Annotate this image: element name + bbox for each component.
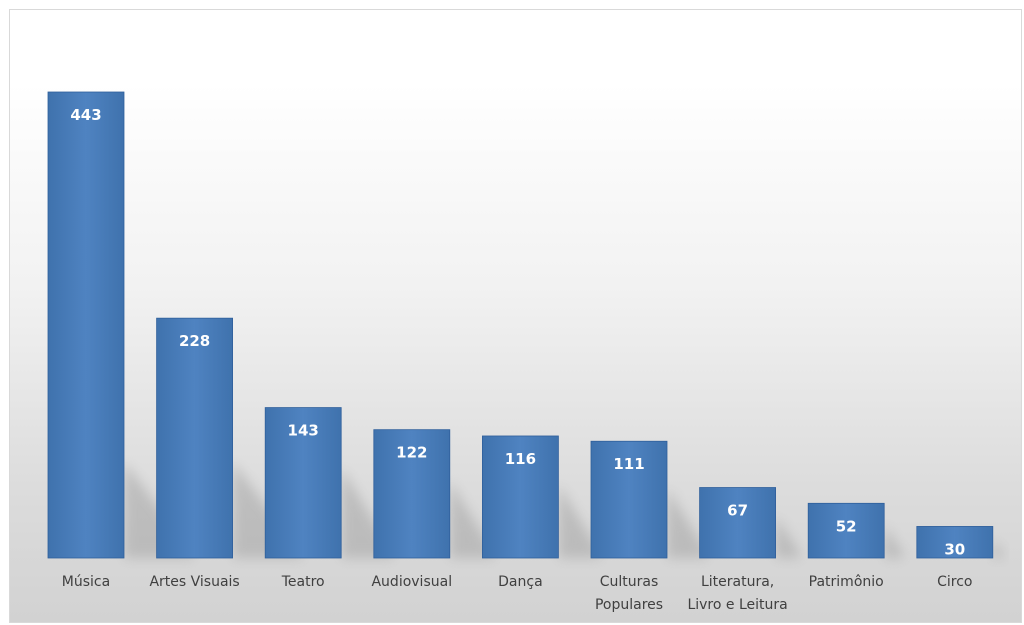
bar <box>47 91 125 559</box>
data-label: 143 <box>288 422 319 440</box>
data-label: 122 <box>396 444 427 462</box>
data-label: 67 <box>727 502 748 520</box>
category-label: Artes Visuais <box>149 574 239 590</box>
bar <box>916 526 994 559</box>
category-label: Livro e Leitura <box>687 597 787 613</box>
bar <box>156 317 234 559</box>
category-label: Literatura, <box>701 574 774 590</box>
bar-shadow <box>775 515 801 558</box>
bar <box>807 502 885 559</box>
bar-shadow <box>667 487 708 558</box>
category-label: Teatro <box>281 574 325 590</box>
data-label: 111 <box>613 455 644 473</box>
category-label: Patrimônio <box>809 574 884 590</box>
value-labels: 443 228 143 122 116 111 67 52 30 <box>70 106 965 558</box>
bar <box>373 429 451 559</box>
category-label: Circo <box>937 574 972 590</box>
category-label: Populares <box>595 597 663 613</box>
bar-shadow <box>992 539 1004 558</box>
bar <box>699 487 776 559</box>
bar-shadow <box>884 525 904 558</box>
category-label: Audiovisual <box>371 574 452 590</box>
data-label: 30 <box>944 540 965 558</box>
data-label: 228 <box>179 332 210 350</box>
bars <box>47 91 994 559</box>
data-label: 52 <box>836 517 857 535</box>
category-label: Dança <box>498 574 543 590</box>
bar <box>481 435 559 559</box>
category-labels: Música Artes Visuais Teatro Audiovisual Danç… <box>62 574 973 613</box>
bar-shadow <box>558 484 602 558</box>
category-label: Música <box>62 574 110 590</box>
data-label: 116 <box>505 450 536 468</box>
category-label: Culturas <box>600 574 659 590</box>
bar <box>264 407 342 559</box>
bar <box>590 440 668 559</box>
data-label: 443 <box>70 106 101 124</box>
